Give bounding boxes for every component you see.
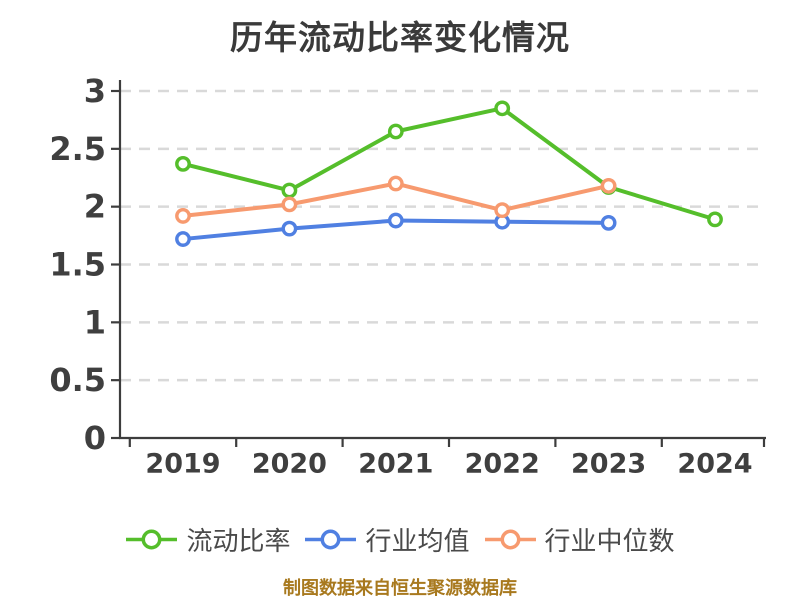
y-tick-label: 2 bbox=[84, 188, 106, 226]
legend-item-current-ratio: 流动比率 bbox=[125, 521, 290, 558]
x-tick-label: 2022 bbox=[465, 449, 540, 480]
series-line-current-ratio bbox=[181, 106, 717, 222]
data-point-marker-industry-average bbox=[281, 220, 298, 237]
data-point-marker-industry-median bbox=[600, 177, 617, 194]
y-tick-label: 3 bbox=[84, 72, 106, 110]
legend-circle-icon bbox=[321, 529, 341, 550]
line-chart-canvas: 0 0.5 1 1.5 2 2.5 3 2019 2020 2021 2022 2023 2024 bbox=[49, 72, 766, 480]
chart-title: 历年流动比率变化情况 bbox=[230, 18, 570, 57]
legend-marker-current-ratio-icon bbox=[126, 529, 178, 550]
data-source-caption: 制图数据来自恒生聚源数据库 bbox=[283, 578, 517, 599]
data-point-marker-industry-median bbox=[387, 175, 404, 192]
legend-marker-industry-median-icon bbox=[484, 529, 536, 550]
legend-item-industry-average: 行业均值 bbox=[304, 521, 470, 558]
chart-legend: 流动比率 行业均值 行业中位数 bbox=[0, 521, 800, 558]
x-tick-label: 2021 bbox=[358, 449, 433, 480]
y-tick-label: 1 bbox=[84, 303, 106, 341]
data-point-marker-industry-average bbox=[175, 231, 191, 247]
legend-label-industry-median: 行业中位数 bbox=[544, 527, 675, 557]
data-point-marker-current-ratio bbox=[494, 100, 511, 117]
legend-item-industry-median: 行业中位数 bbox=[484, 521, 675, 558]
legend-circle-icon bbox=[142, 529, 162, 550]
data-point-marker-industry-average bbox=[387, 212, 404, 229]
data-point-marker-current-ratio bbox=[175, 155, 191, 172]
data-point-marker-current-ratio bbox=[387, 123, 404, 140]
legend-marker-industry-average-icon bbox=[305, 529, 357, 550]
y-tick-label: 0 bbox=[84, 419, 106, 457]
y-tick-label: 0.5 bbox=[49, 361, 106, 399]
legend-label-industry-average: 行业均值 bbox=[365, 527, 470, 557]
data-point-marker-industry-average bbox=[600, 214, 617, 231]
data-point-marker-current-ratio bbox=[281, 182, 298, 199]
x-tick-label: 2023 bbox=[571, 449, 646, 480]
data-point-marker-industry-median bbox=[175, 208, 191, 224]
x-tick-label: 2024 bbox=[677, 449, 752, 480]
x-tick-label: 2020 bbox=[252, 449, 327, 480]
legend-label-current-ratio: 流动比率 bbox=[186, 527, 291, 557]
data-point-marker-industry-median bbox=[281, 196, 298, 213]
y-tick-label: 1.5 bbox=[49, 246, 106, 284]
data-point-marker-industry-median bbox=[494, 202, 511, 219]
y-tick-label: 2.5 bbox=[49, 130, 106, 168]
x-tick-label: 2019 bbox=[145, 449, 220, 480]
data-point-marker-current-ratio bbox=[707, 211, 723, 228]
legend-circle-icon bbox=[500, 529, 520, 550]
